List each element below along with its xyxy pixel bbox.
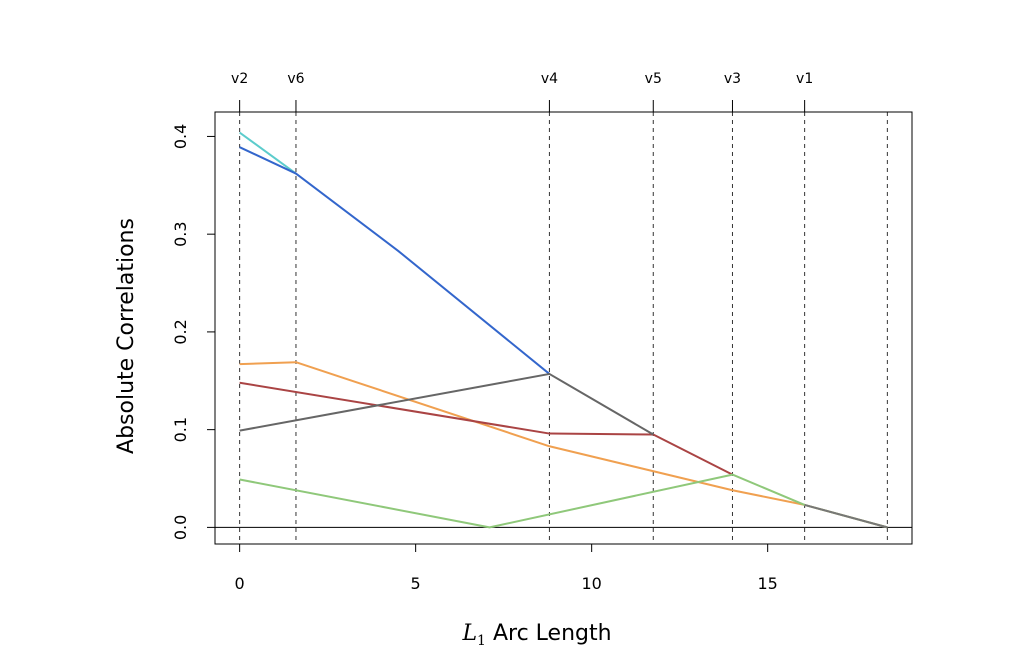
series-line (239, 361, 888, 529)
plot-frame (214, 111, 913, 545)
top-variable-label: v4 (541, 71, 558, 87)
y-axis-title: Absolute Correlations (114, 218, 139, 454)
x-axis: 0 5 10 15 (235, 543, 778, 593)
y-tick-label: 0.4 (171, 124, 190, 149)
y-tick-label: 0.1 (171, 417, 190, 442)
top-variable-axis: v2 v6 v4 v5 v3 v1 (231, 71, 813, 112)
x-axis-title: L1 Arc Length (461, 621, 611, 649)
x-tick-label: 15 (757, 574, 777, 593)
series-line (239, 146, 551, 375)
top-variable-label: v6 (287, 71, 304, 87)
breakpoint-lines (239, 112, 888, 544)
series-line (239, 381, 733, 476)
top-variable-label: v5 (645, 71, 662, 87)
y-axis: 0.0 0.1 0.2 0.3 0.4 (171, 124, 216, 540)
series-line (804, 503, 888, 529)
top-variable-label: v2 (231, 71, 248, 87)
x-tick-label: 0 (235, 574, 245, 593)
series-lines (239, 131, 888, 529)
series-line (239, 372, 654, 436)
top-variable-label: v1 (796, 71, 813, 87)
y-tick-label: 0.3 (171, 221, 190, 246)
series-line (239, 131, 297, 175)
top-variable-label: v3 (724, 71, 741, 87)
x-tick-label: 10 (581, 574, 601, 593)
y-tick-label: 0.2 (171, 319, 190, 344)
x-tick-label: 5 (411, 574, 421, 593)
y-tick-label: 0.0 (171, 515, 190, 540)
